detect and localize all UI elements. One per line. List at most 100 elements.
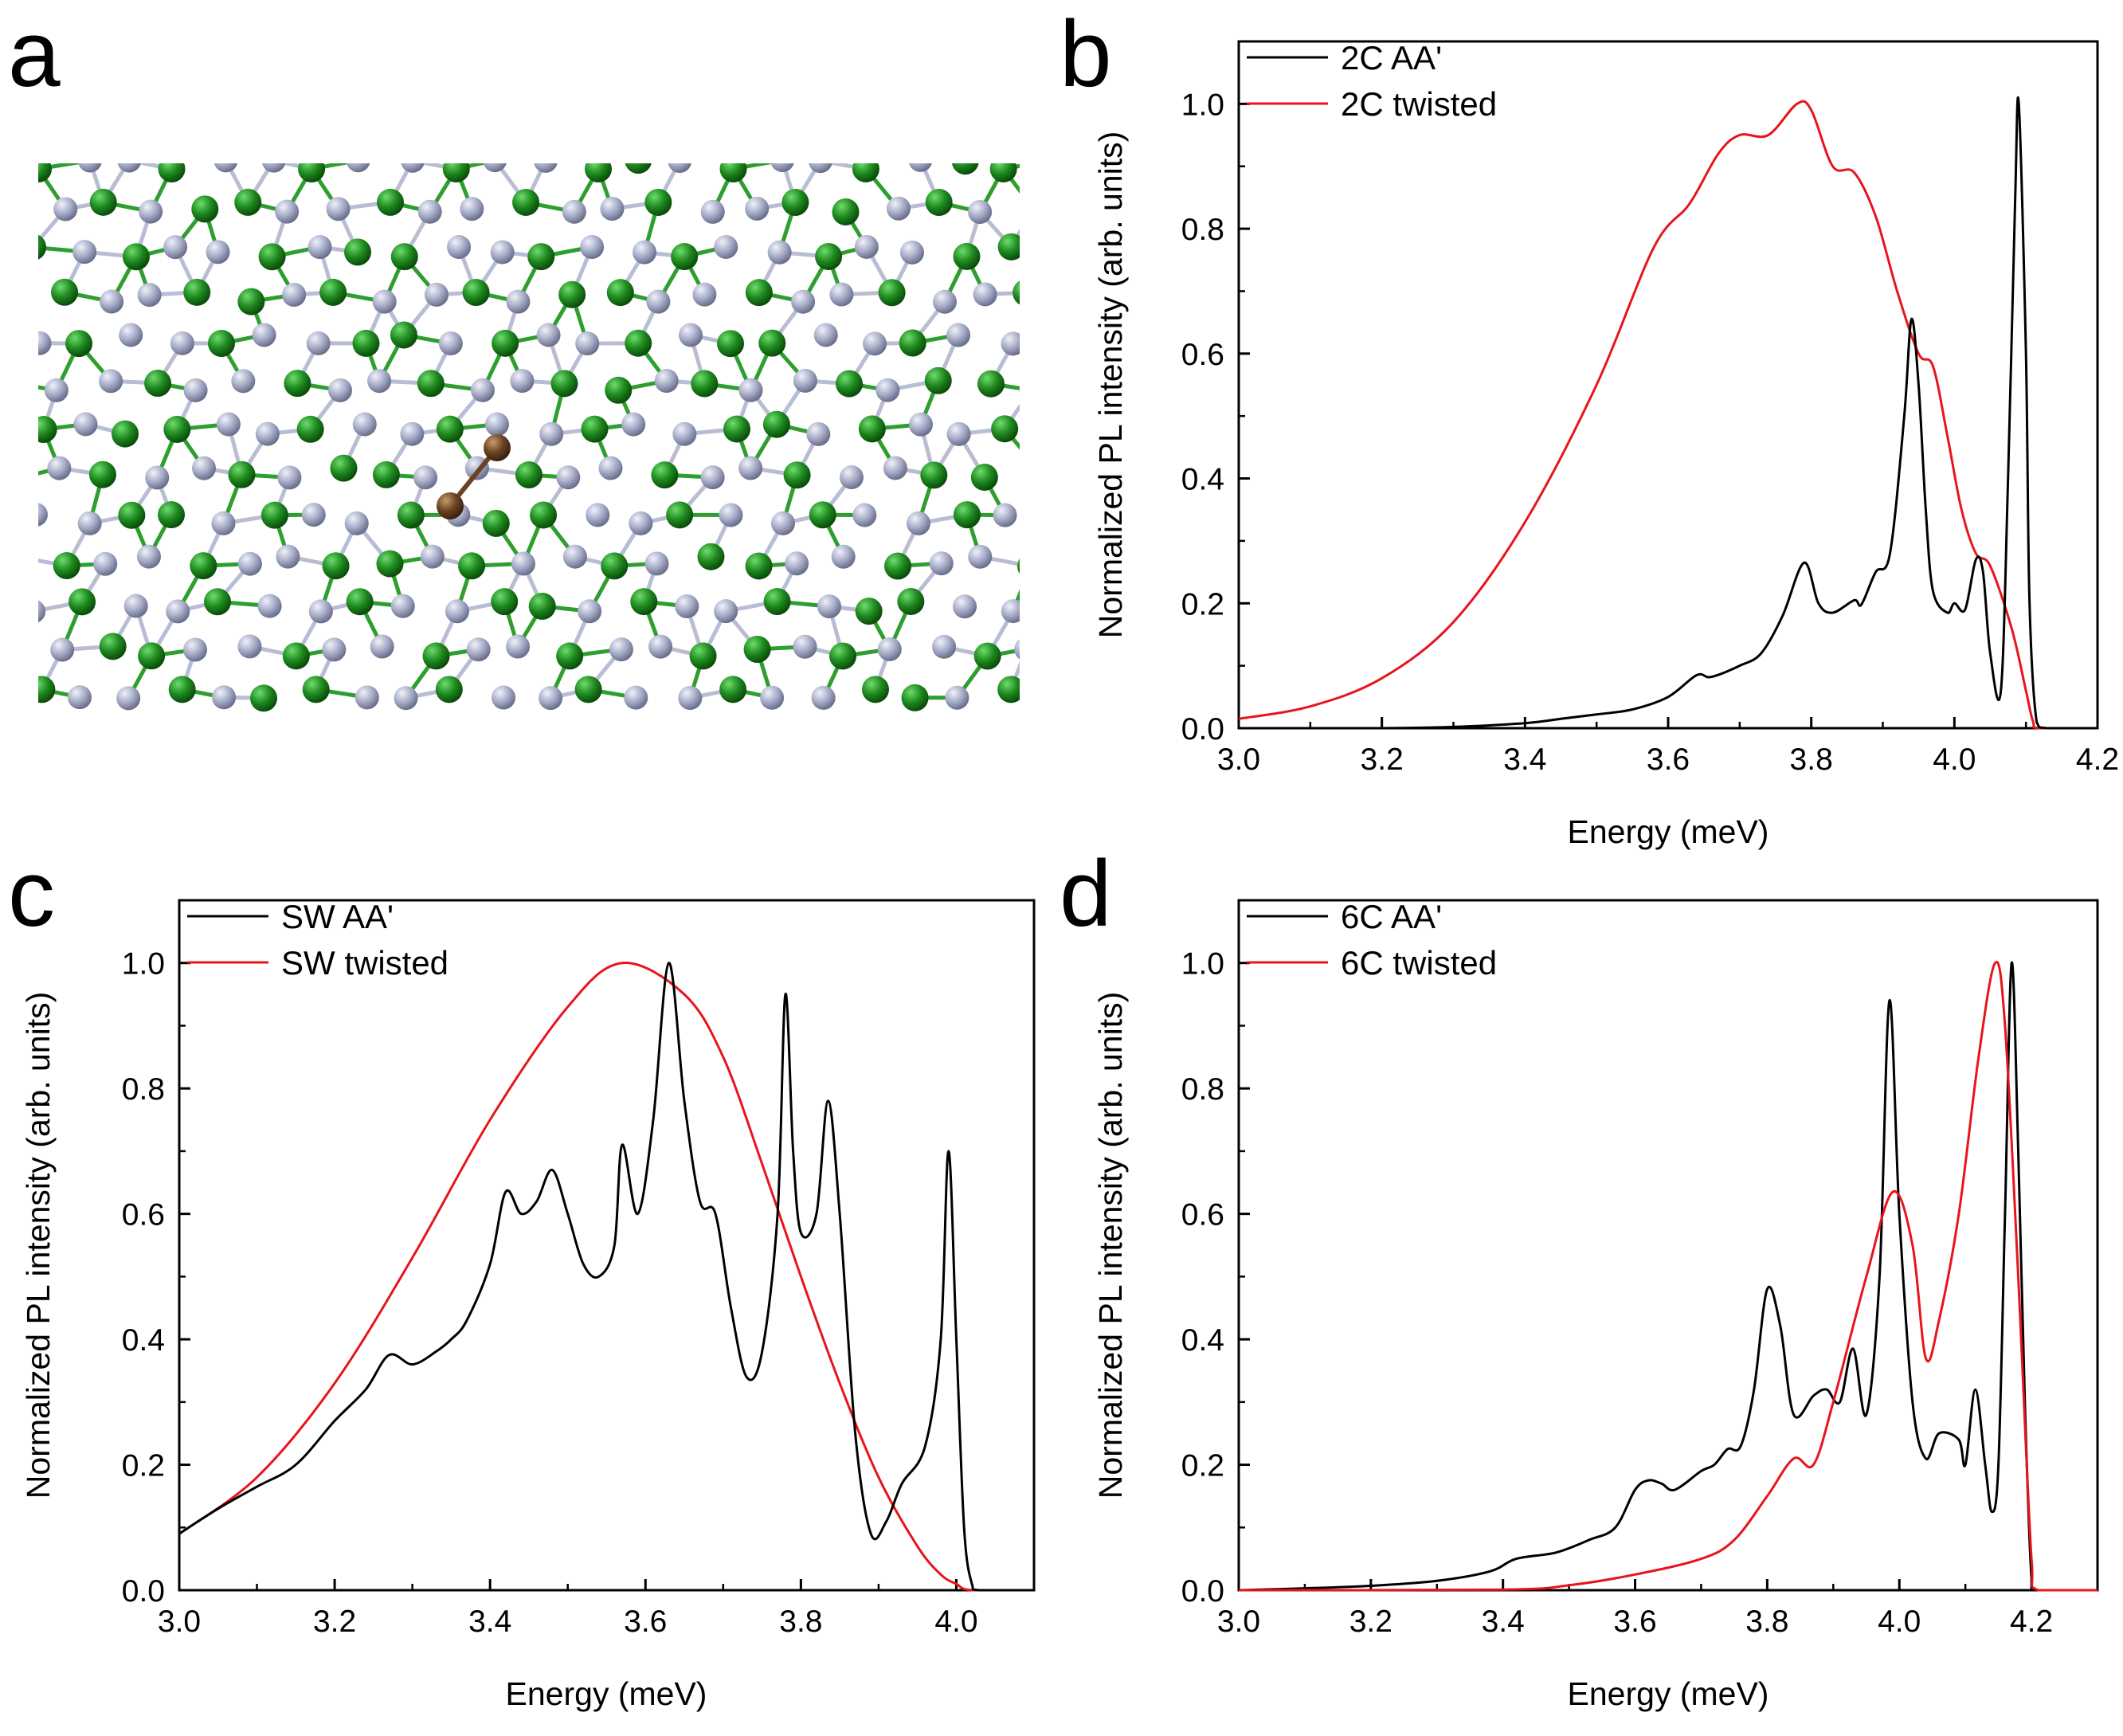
carbon-atom (530, 501, 558, 529)
panel-d-x-tick-label: 3.6 (1613, 1605, 1656, 1639)
panel-b-x-tick-label: 3.8 (1790, 743, 1833, 777)
nitrogen-atom (77, 511, 102, 535)
carbon-atom (122, 243, 150, 271)
nitrogen-atom (163, 235, 188, 260)
nitrogen-atom (575, 331, 600, 356)
nitrogen-atom (932, 634, 957, 659)
carbon-atom (884, 552, 912, 580)
panel-d-series-aa-line (1238, 961, 2098, 1592)
carbon-atom (666, 501, 694, 529)
nitrogen-atom (261, 163, 286, 173)
nitrogen-atom (100, 289, 124, 314)
nitrogen-atom (646, 289, 671, 314)
nitrogen-atom (139, 199, 163, 224)
nitrogen-atom (183, 637, 208, 662)
nitrogen-atom (883, 456, 907, 480)
carbon-atom (462, 278, 490, 306)
nitrogen-atom (119, 323, 143, 347)
nitrogen-atom (490, 240, 515, 265)
carbon-atom (858, 415, 886, 443)
nitrogen-atom (629, 511, 653, 535)
panel-c-legend-label: SW AA' (281, 898, 394, 935)
panel-c: c 3.0 3.2 3.4 3.6 3.8 4.0 0.0 0.2 0.4 0.6 0.8 1.0 S… (8, 841, 1036, 1712)
nitrogen-atom (700, 465, 725, 490)
nitrogen-atom (511, 551, 536, 576)
carbon-atom (527, 243, 555, 271)
nitrogen-atom (793, 368, 817, 393)
panel-c-y-tick-label: 0.6 (122, 1198, 165, 1232)
nitrogen-atom (276, 544, 300, 569)
nitrogen-atom (308, 599, 333, 624)
nitrogen-atom (38, 600, 46, 623)
panel-c-y-tick-label: 0.8 (122, 1072, 165, 1107)
nitrogen-atom (506, 289, 531, 314)
carbon-atom (118, 501, 146, 529)
panel-c-x-tick-label: 3.8 (779, 1605, 822, 1639)
panel-c-plot-frame (178, 899, 1036, 1592)
nitrogen-atom (791, 289, 816, 314)
panel-b-y-tick-label: 0.4 (1181, 463, 1224, 497)
nitrogen-atom (367, 369, 392, 394)
nitrogen-atom (809, 163, 832, 174)
nitrogen-atom (908, 412, 933, 437)
nitrogen-atom (213, 163, 238, 173)
nitrogen-atom (806, 421, 831, 446)
nitrogen-atom (831, 544, 856, 569)
nitrogen-atom (400, 421, 425, 446)
nitrogen-atom (586, 503, 610, 527)
carbon-atom (436, 415, 464, 443)
carbon-atom (346, 588, 374, 616)
nitrogen-atom (347, 163, 370, 173)
panel-d-x-axis-title: Energy (meV) (1568, 1675, 1769, 1712)
panel-d-y-axis-title: Normalized PL intensity (arb. units) (1092, 992, 1129, 1499)
nitrogen-atom (136, 544, 161, 569)
panel-b: b 3.0 3.2 3.4 3.6 3.8 4.0 4.2 0.0 0.2 0.4 0.6 0.8 1.… (1060, 2, 2119, 850)
panel-b-x-tick-label: 3.4 (1503, 743, 1546, 777)
carbon-atom (832, 198, 860, 225)
carbon-atom (601, 552, 629, 580)
carbon-atom (651, 461, 679, 489)
nitrogen-atom (945, 685, 969, 710)
carbon-atom (158, 163, 186, 182)
panel-b-x-tick-label: 4.0 (1933, 743, 1976, 777)
nitrogen-atom (968, 544, 993, 569)
carbon-atom (852, 163, 879, 182)
carbon-atom (88, 460, 116, 488)
panel-b-x-axis-title: Energy (meV) (1568, 813, 1769, 850)
carbon-atom (585, 163, 612, 182)
nitrogen-atom (675, 594, 699, 619)
nitrogen-atom (536, 323, 561, 347)
panel-c-x-axis-title: Energy (meV) (506, 1675, 707, 1712)
carbon-atom (491, 588, 519, 616)
panel-d-legend-label: 6C AA' (1341, 898, 1442, 935)
panel-c-x-tick-label: 3.0 (158, 1605, 201, 1639)
nitrogen-atom (137, 283, 162, 308)
carbon-atom (997, 676, 1020, 703)
dopant-atom (484, 434, 511, 461)
carbon-atom (719, 163, 747, 182)
nitrogen-atom (811, 685, 836, 710)
carbon-atom (207, 330, 235, 358)
nitrogen-atom (307, 235, 332, 260)
carbon-atom (390, 321, 417, 349)
nitrogen-atom (166, 599, 190, 624)
nitrogen-atom (460, 197, 484, 221)
nitrogen-atom (470, 378, 495, 402)
carbon-atom (204, 588, 232, 616)
panel-d-y-tick-label: 1.0 (1181, 947, 1224, 982)
panel-d-series-twisted-line (1238, 961, 2098, 1592)
carbon-atom (920, 461, 948, 489)
carbon-atom (183, 278, 211, 306)
carbon-atom (376, 550, 404, 578)
nitrogen-atom (50, 637, 75, 662)
carbon-atom (112, 420, 139, 448)
atomic-structure (38, 163, 1020, 712)
panel-c-series-twisted-line (178, 962, 1034, 1592)
nitrogen-atom (886, 196, 911, 221)
nitrogen-atom (908, 163, 932, 172)
nitrogen-atom (492, 685, 516, 710)
nitrogen-atom (255, 421, 280, 446)
carbon-atom (234, 188, 262, 216)
nitrogen-atom (609, 637, 633, 662)
